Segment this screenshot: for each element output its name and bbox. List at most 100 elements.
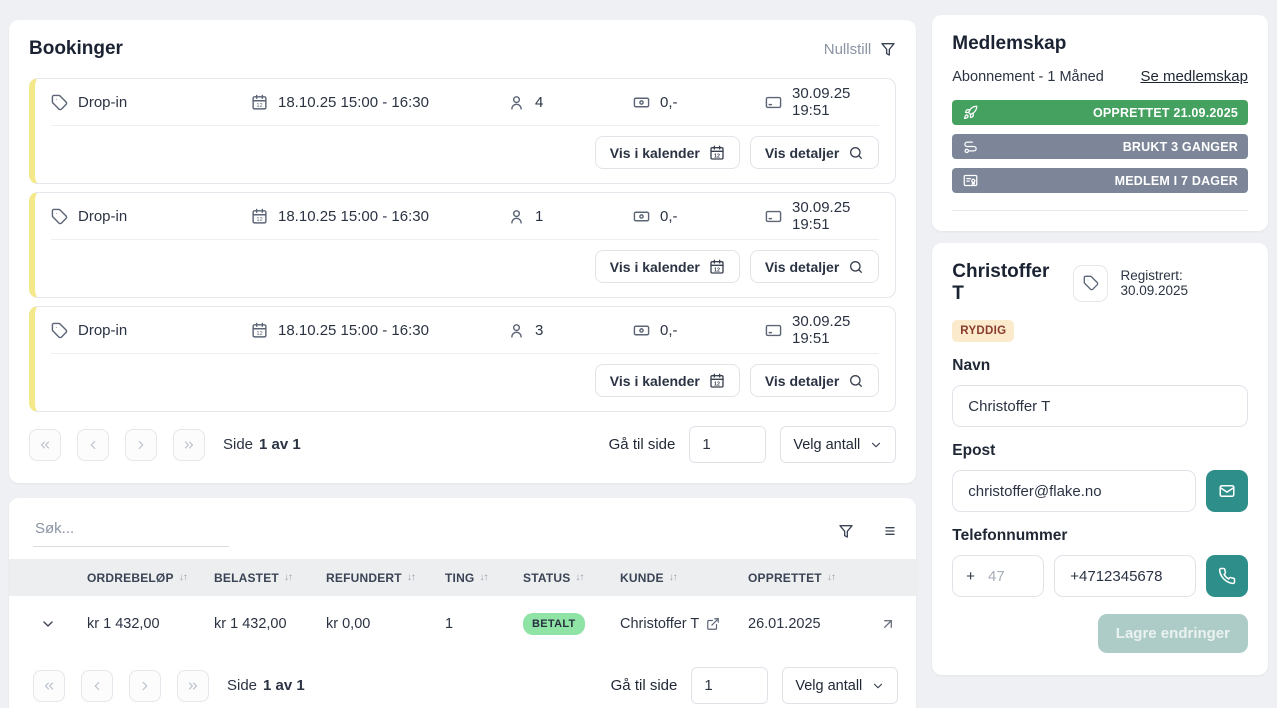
cell-kunde[interactable]: Christoffer T [620, 616, 748, 632]
name-field[interactable] [952, 385, 1248, 427]
save-changes-button[interactable]: Lagre endringer [1097, 614, 1248, 653]
registered-date: Registrert: 30.09.2025 [1120, 268, 1189, 298]
goto-page-input[interactable] [689, 426, 767, 463]
email-field[interactable] [952, 470, 1196, 512]
attendees-icon [508, 94, 525, 111]
table-filter-button[interactable] [838, 523, 854, 539]
calendar-icon [251, 208, 268, 225]
attendees-icon [508, 322, 525, 339]
pagination-last-button[interactable] [177, 669, 209, 702]
sort-icon: ↓↑ [479, 572, 488, 583]
booking-card: Drop-in 18.10.25 15:00 - 16:30 1 0,- [29, 192, 897, 298]
customer-header: Christoffer T Registrert: 30.09.2025 [952, 261, 1248, 305]
booking-summary-row: Drop-in 18.10.25 15:00 - 16:30 4 0,- [35, 79, 895, 125]
price-icon [633, 322, 650, 339]
pagination-prev-button[interactable] [81, 669, 113, 702]
table-menu-button[interactable] [882, 523, 898, 539]
pagination-next-button[interactable] [125, 428, 157, 461]
view-in-calendar-button[interactable]: Vis i kalender [594, 136, 740, 169]
booking-price-cell: 0,- [633, 94, 765, 111]
divider [51, 353, 880, 354]
booking-type: Drop-in [78, 321, 128, 339]
pagination-next-button[interactable] [129, 669, 161, 702]
column-header-refundert[interactable]: REFUNDERT ↓↑ [326, 570, 416, 585]
view-details-label: Vis detaljer [764, 372, 840, 389]
page-size-select[interactable]: Velg antall [780, 426, 897, 463]
pagination-last-button[interactable] [173, 428, 205, 461]
side-column: Medlemskap Abonnement - 1 Måned Se medle… [932, 15, 1268, 708]
column-header-status[interactable]: STATUS ↓↑ [523, 570, 584, 585]
column-header-belastet[interactable]: BELASTET ↓↑ [214, 570, 293, 585]
booking-type: Drop-in [78, 207, 128, 225]
row-expand-button[interactable] [9, 616, 87, 632]
column-header-ordrebelop[interactable]: ORDREBELØP ↓↑ [87, 570, 188, 585]
search-icon [848, 145, 864, 161]
bookings-title: Bookinger [29, 38, 123, 59]
booking-created-cell: 30.09.25 19:51 [765, 85, 879, 119]
created-icon [765, 322, 782, 339]
see-membership-link[interactable]: Se medlemskap [1140, 68, 1248, 85]
bookings-pagination: Side 1 av 1 Gå til side Velg antall [29, 426, 897, 463]
view-details-button[interactable]: Vis detaljer [749, 364, 880, 397]
send-email-button[interactable] [1206, 470, 1248, 512]
pagination-first-button[interactable] [33, 669, 65, 702]
cell-belastet: kr 1 432,00 [214, 615, 287, 632]
goto-page-input[interactable] [691, 667, 769, 704]
view-details-button[interactable]: Vis detaljer [749, 136, 880, 169]
membership-usage-badge: BRUKT 3 GANGER [952, 134, 1248, 159]
pagination-first-button[interactable] [29, 428, 61, 461]
page-size-select[interactable]: Velg antall [782, 667, 899, 704]
page-size-label: Velg antall [793, 436, 861, 453]
country-code-field[interactable] [979, 567, 1031, 585]
booking-created: 30.09.25 19:51 [792, 313, 851, 347]
page-indicator-value: 1 av 1 [259, 436, 301, 453]
booking-created-cell: 30.09.25 19:51 [765, 313, 879, 347]
view-details-button[interactable]: Vis detaljer [749, 250, 880, 283]
booking-time-cell: 18.10.25 15:00 - 16:30 [251, 322, 508, 339]
search-input[interactable] [33, 514, 229, 547]
divider [51, 125, 880, 126]
main-column: Bookinger Nullstill Drop-in 18.10.25 15:… [9, 20, 917, 708]
customer-tag-badge: RYDDIG [952, 320, 1015, 342]
booking-price-cell: 0,- [633, 208, 765, 225]
reset-filters-button[interactable]: Nullstill [824, 41, 897, 58]
membership-panel: Medlemskap Abonnement - 1 Måned Se medle… [932, 15, 1268, 231]
booking-created: 30.09.25 19:51 [792, 199, 851, 233]
customer-panel: Christoffer T Registrert: 30.09.2025 RYD… [932, 243, 1268, 675]
customer-tag-button[interactable] [1073, 264, 1109, 302]
pagination-controls-right: Gå til side Velg antall [611, 667, 899, 704]
sort-icon: ↓↑ [668, 572, 678, 583]
calendar-icon [251, 94, 268, 111]
column-header-kunde[interactable]: KUNDE ↓↑ [620, 570, 678, 585]
sort-icon: ↓↑ [283, 572, 293, 583]
email-row [952, 470, 1248, 512]
chevron-down-icon [40, 616, 56, 632]
pagination-prev-button[interactable] [77, 428, 109, 461]
goto-page-label: Gå til side [608, 436, 676, 453]
phone-icon [1218, 567, 1236, 585]
phone-field[interactable] [1054, 555, 1196, 597]
booking-actions: Vis i kalender Vis detaljer [35, 240, 895, 297]
pagination-prev-icon [86, 438, 100, 452]
search-icon [848, 373, 864, 389]
open-order-button[interactable] [860, 616, 916, 632]
view-in-calendar-button[interactable]: Vis i kalender [594, 250, 740, 283]
page-indicator: Side 1 av 1 [227, 677, 305, 694]
page-indicator: Side 1 av 1 [223, 436, 301, 453]
cell-ting: 1 [445, 615, 454, 632]
membership-subrow: Abonnement - 1 Måned Se medlemskap [952, 68, 1248, 85]
booking-time: 18.10.25 15:00 - 16:30 [278, 207, 429, 225]
view-in-calendar-button[interactable]: Vis i kalender [594, 364, 740, 397]
price-icon [633, 94, 650, 111]
call-phone-button[interactable] [1206, 555, 1248, 597]
chevron-down-icon [871, 679, 885, 693]
column-header-ting[interactable]: TING ↓↑ [445, 570, 488, 585]
membership-created-label: OPPRETTET 21.09.2025 [1092, 105, 1238, 120]
bookings-header: Bookinger Nullstill [29, 38, 896, 60]
page-indicator-label: Side [223, 436, 254, 453]
booking-actions: Vis i kalender Vis detaljer [35, 354, 895, 411]
column-header-opprettet[interactable]: OPPRETTET ↓↑ [748, 570, 836, 585]
booking-actions: Vis i kalender Vis detaljer [35, 126, 895, 183]
open-order-icon [880, 616, 896, 632]
pagination-last-icon [182, 438, 196, 452]
